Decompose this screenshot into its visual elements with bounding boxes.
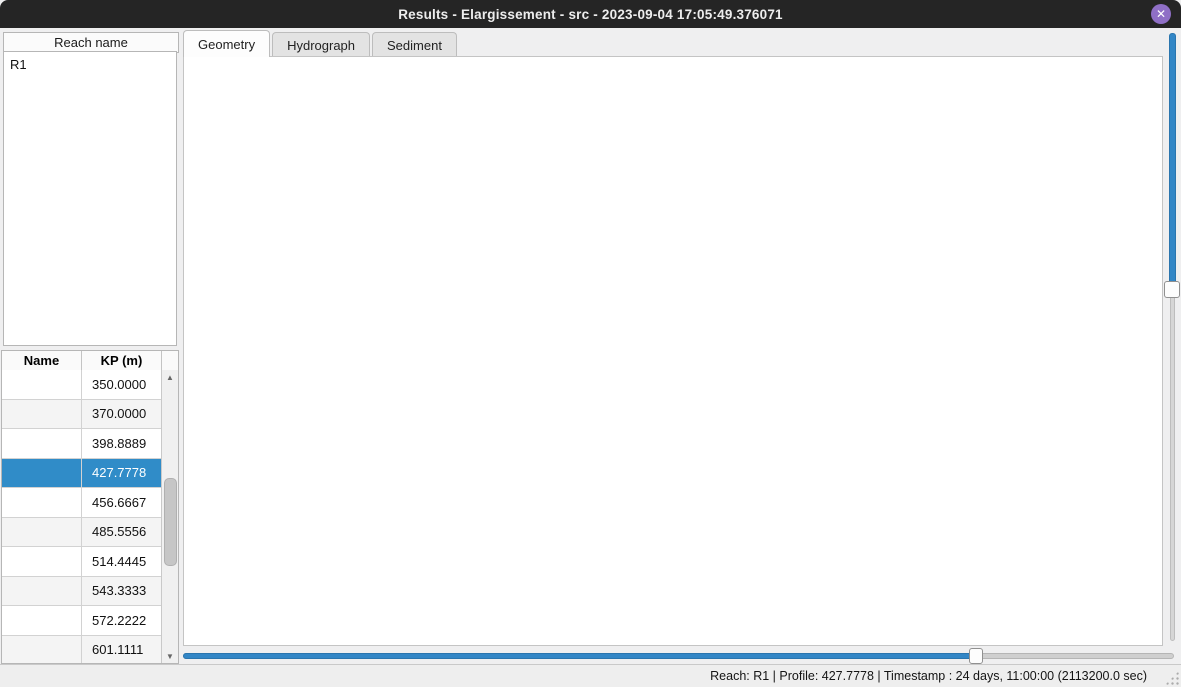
window-title: Results - Elargissement - src - 2023-09-… — [398, 6, 783, 22]
title-bar: Results - Elargissement - src - 2023-09-… — [0, 0, 1181, 28]
table-row[interactable]: 572.2222 — [2, 606, 162, 636]
kp-cell[interactable]: 427.7778 — [92, 465, 147, 481]
slider-groove[interactable] — [1170, 290, 1175, 641]
slider-fill — [183, 653, 976, 659]
name-cell[interactable] — [2, 517, 82, 546]
name-cell[interactable] — [2, 429, 82, 458]
table-row[interactable]: 601.1111 — [2, 635, 162, 663]
slider-handle[interactable] — [1164, 281, 1180, 299]
name-cell[interactable] — [2, 576, 82, 605]
close-icon: ✕ — [1155, 7, 1167, 21]
time-slider[interactable] — [183, 648, 1174, 664]
table-row[interactable]: 427.7778 — [2, 458, 162, 488]
table-row[interactable]: 485.5556 — [2, 517, 162, 547]
table-row[interactable]: 370.0000 — [2, 399, 162, 429]
profile-table: Name KP (m) 350.0000 370.0000 398.8889 427.… — [1, 350, 179, 664]
reach-name-header: Reach name — [3, 32, 179, 53]
status-text: Reach: R1 | Profile: 427.7778 | Timestam… — [710, 669, 1147, 683]
tab-bar: Geometry Hydrograph Sediment — [183, 30, 459, 57]
name-cell[interactable] — [2, 458, 82, 487]
vertical-slider[interactable] — [1163, 31, 1181, 647]
slider-handle[interactable] — [968, 648, 983, 664]
name-cell[interactable] — [2, 370, 82, 399]
status-bar: Reach: R1 | Profile: 427.7778 | Timestam… — [0, 664, 1181, 687]
tab-geometry[interactable]: Geometry — [183, 30, 271, 57]
geometry-tab-pane — [183, 56, 1163, 646]
close-button[interactable]: ✕ — [1151, 4, 1171, 24]
slider-fill — [1169, 33, 1176, 291]
name-cell[interactable] — [2, 488, 82, 517]
scrollbar-thumb[interactable] — [164, 478, 177, 566]
kp-cell[interactable]: 601.1111 — [92, 642, 144, 658]
column-header-kp[interactable]: KP (m) — [82, 351, 162, 370]
table-row[interactable]: 543.3333 — [2, 576, 162, 606]
scroll-down-icon[interactable]: ▼ — [166, 651, 174, 661]
profile-table-body: 350.0000 370.0000 398.8889 427.7778 456.6667… — [2, 370, 162, 663]
list-item[interactable]: R1 — [10, 57, 27, 72]
name-cell[interactable] — [2, 399, 82, 428]
tab-hydrograph[interactable]: Hydrograph — [272, 32, 371, 57]
tab-sediment[interactable]: Sediment — [372, 32, 457, 57]
kp-cell[interactable]: 543.3333 — [92, 583, 147, 599]
name-cell[interactable] — [2, 635, 82, 663]
kp-cell[interactable]: 514.4445 — [92, 553, 147, 569]
kp-cell[interactable]: 456.6667 — [92, 494, 147, 510]
column-header-name[interactable]: Name — [2, 351, 82, 370]
kp-cell[interactable]: 572.2222 — [92, 612, 147, 628]
reach-list[interactable]: R1 — [3, 51, 177, 346]
name-cell[interactable] — [2, 606, 82, 635]
kp-cell[interactable]: 398.8889 — [92, 435, 147, 451]
kp-cell[interactable]: 485.5556 — [92, 524, 147, 540]
kp-cell[interactable]: 350.0000 — [92, 376, 147, 392]
table-row[interactable]: 456.6667 — [2, 488, 162, 518]
table-row[interactable]: 350.0000 — [2, 370, 162, 400]
name-cell[interactable] — [2, 547, 82, 576]
table-scrollbar[interactable]: ▲ ▼ — [161, 370, 178, 663]
scroll-up-icon[interactable]: ▲ — [166, 372, 174, 382]
kp-cell[interactable]: 370.0000 — [92, 406, 147, 422]
table-row[interactable]: 514.4445 — [2, 547, 162, 577]
profile-table-header: Name KP (m) — [2, 351, 178, 371]
table-row[interactable]: 398.8889 — [2, 429, 162, 459]
header-spacer — [162, 351, 178, 370]
